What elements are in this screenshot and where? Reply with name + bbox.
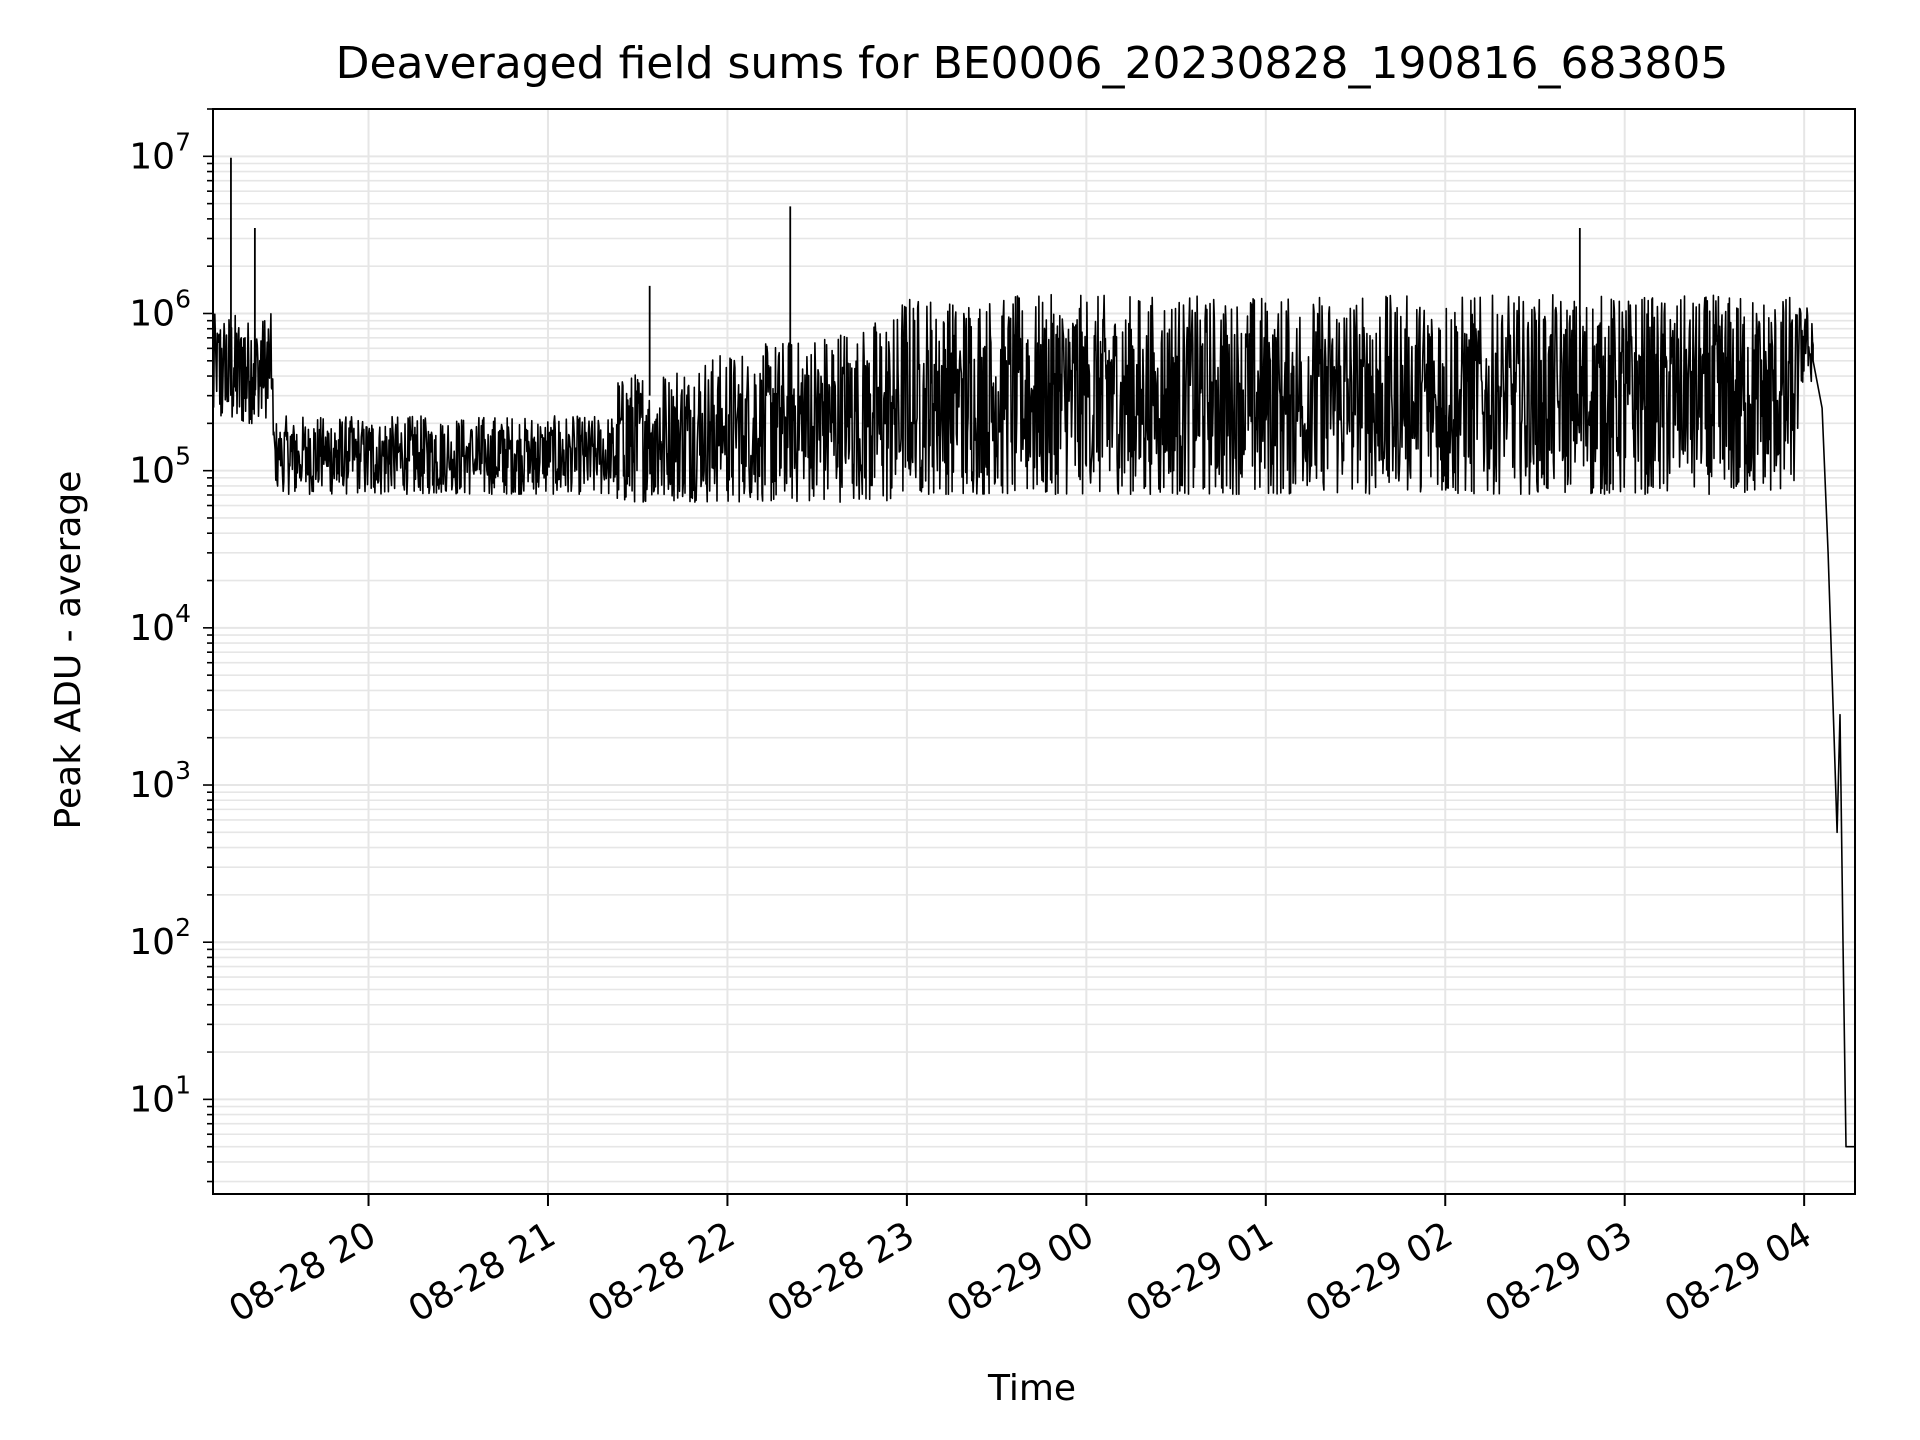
chart-title: Deaveraged field sums for BE0006_2023082… — [336, 38, 1729, 89]
y-tick-label: 106 — [129, 284, 191, 334]
series-layer — [212, 157, 1855, 1148]
y-tick-label: 101 — [129, 1070, 191, 1120]
y-axis-label: Peak ADU - average — [48, 471, 89, 830]
series-line — [212, 293, 1855, 1148]
y-tick-label: 102 — [129, 913, 191, 963]
x-axis-label: Time — [987, 1368, 1076, 1409]
y-tick-label: 104 — [129, 599, 191, 649]
y-tick-label: 105 — [129, 442, 191, 492]
y-tick-label: 103 — [129, 756, 191, 806]
y-tick-label: 107 — [129, 127, 191, 177]
